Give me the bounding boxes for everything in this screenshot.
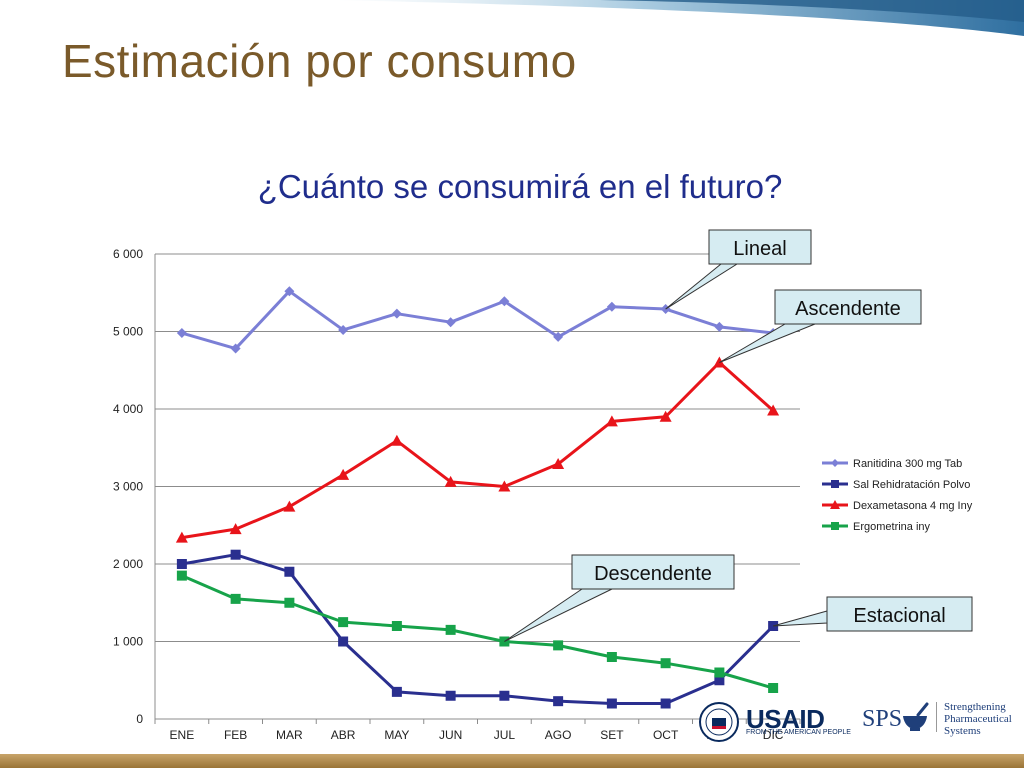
legend-entry: Sal Rehidratación Polvo	[853, 479, 970, 491]
series-line-2	[181, 361, 775, 540]
legend-entry: Dexametasona 4 mg Iny	[853, 500, 973, 512]
data-point	[714, 675, 725, 686]
callout-label: Ascendente	[795, 298, 901, 320]
x-tick-label: JUN	[439, 728, 462, 742]
data-point	[338, 617, 349, 628]
data-point	[553, 696, 564, 707]
data-point	[390, 434, 403, 446]
x-tick-label: FEB	[224, 728, 247, 742]
legend-swatch-marker	[830, 500, 840, 509]
callout-pointer	[665, 263, 739, 310]
series-line-1	[181, 553, 775, 705]
y-tick-label: 3 000	[113, 480, 143, 494]
x-tick-label: JUL	[494, 728, 516, 742]
data-point	[605, 415, 618, 427]
data-point	[175, 531, 188, 543]
legend-swatch-marker	[831, 459, 839, 467]
data-point	[552, 458, 565, 470]
data-point	[283, 500, 296, 512]
usaid-logo-text: USAID	[746, 704, 825, 734]
callout-box	[774, 289, 922, 325]
data-point	[338, 324, 349, 335]
data-point	[660, 658, 671, 669]
slide-title: Estimación por consumo	[62, 35, 577, 87]
sps-logo-text: SPS	[862, 706, 903, 732]
legend-swatch-marker	[831, 522, 839, 530]
usaid-tagline: FROM THE AMERICAN PEOPLE	[746, 729, 851, 736]
data-point	[499, 690, 510, 701]
data-point	[444, 475, 457, 487]
data-point	[606, 652, 617, 662]
data-point	[284, 597, 295, 608]
data-point	[176, 328, 187, 339]
logo-divider	[936, 702, 937, 732]
data-point	[714, 321, 725, 332]
callout-pointer	[772, 610, 828, 627]
callout-label: Estacional	[853, 605, 945, 627]
x-tick-label: MAY	[384, 728, 409, 742]
legend-swatch-marker	[831, 480, 839, 488]
data-point	[230, 343, 241, 354]
data-point	[768, 683, 779, 693]
x-tick-label: OCT	[653, 728, 679, 742]
data-point	[337, 468, 350, 480]
y-tick-label: 4 000	[113, 402, 143, 416]
data-point	[445, 690, 456, 701]
usaid-seal-icon	[699, 702, 739, 742]
x-tick-label: SET	[600, 728, 624, 742]
callout-pointer	[504, 588, 613, 642]
bottom-bar	[0, 754, 1024, 768]
usaid-logo	[698, 700, 838, 744]
y-tick-label: 0	[136, 712, 143, 726]
y-tick-label: 5 000	[113, 325, 143, 339]
legend-entry: Ranitidina 300 mg Tab	[853, 458, 962, 470]
data-point	[284, 566, 295, 577]
data-point	[606, 301, 617, 312]
x-tick-label: AGO	[545, 728, 572, 742]
data-point	[391, 308, 402, 319]
chart-title: ¿Cuánto se consumirá en el futuro?	[258, 168, 783, 205]
series-line-0	[181, 289, 774, 351]
series-line-3	[181, 574, 774, 690]
y-tick-label: 1 000	[113, 635, 143, 649]
data-point	[659, 410, 672, 422]
x-tick-label: MAR	[276, 728, 303, 742]
data-point	[230, 549, 241, 560]
data-point	[391, 621, 402, 631]
data-point	[714, 667, 725, 678]
callout-box	[708, 229, 812, 265]
data-point	[391, 686, 402, 697]
y-tick-label: 6 000	[113, 247, 143, 261]
mortar-pestle-icon	[903, 702, 929, 731]
y-tick-label: 2 000	[113, 557, 143, 571]
callout-label: Lineal	[733, 238, 786, 260]
data-point	[445, 624, 456, 635]
sps-tagline: Strengthening Pharmaceutical Systems	[944, 701, 1012, 737]
data-point	[499, 296, 510, 307]
data-point	[498, 480, 511, 492]
data-point	[284, 286, 295, 297]
data-point	[445, 317, 456, 328]
callout-box	[826, 596, 973, 632]
data-point	[606, 698, 617, 709]
legend-entry: Ergometrina iny	[853, 521, 931, 533]
data-point	[230, 593, 241, 604]
data-point	[176, 559, 187, 569]
x-tick-label: ENE	[170, 728, 195, 742]
data-point	[660, 698, 671, 709]
callout-box	[571, 554, 735, 590]
callout-label: Descendente	[594, 563, 712, 585]
data-point	[338, 636, 349, 647]
data-point	[176, 570, 187, 581]
data-point	[229, 523, 242, 535]
data-point	[553, 640, 564, 651]
data-point	[767, 404, 780, 416]
data-point	[553, 331, 564, 342]
header-banner	[330, 0, 1024, 36]
x-tick-label: ABR	[331, 728, 356, 742]
x-tick-label: DIC	[763, 728, 784, 742]
